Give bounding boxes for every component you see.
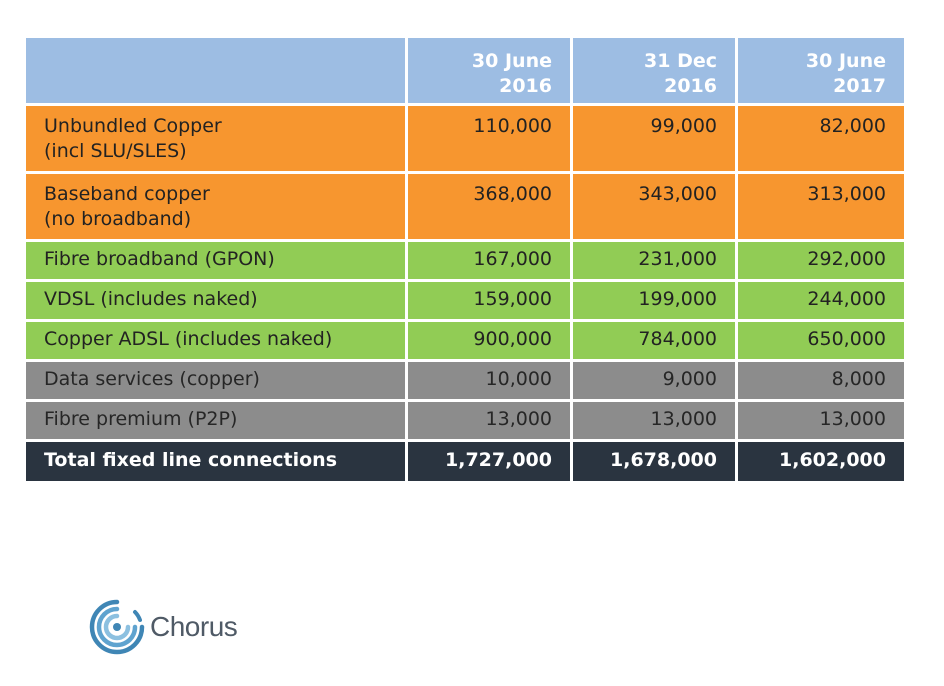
table-row: Baseband copper (no broadband) 368,000 3…: [26, 174, 904, 239]
total-cell: 1,678,000: [573, 442, 735, 481]
table-cell: 82,000: [738, 106, 904, 171]
column-header-2: 31 Dec 2016: [573, 38, 735, 103]
table-cell: 9,000: [573, 362, 735, 399]
table-cell: 199,000: [573, 282, 735, 319]
table-cell: 343,000: [573, 174, 735, 239]
column-header-3-line2: 2017: [833, 75, 886, 97]
column-header-3-line1: 30 June: [805, 50, 886, 72]
column-header-1-line2: 2016: [499, 75, 552, 97]
table-cell: 10,000: [408, 362, 570, 399]
table-cell: 784,000: [573, 322, 735, 359]
row-label: VDSL (includes naked): [26, 282, 405, 319]
table-cell: 167,000: [408, 242, 570, 279]
table-cell: 99,000: [573, 106, 735, 171]
table-row: Copper ADSL (includes naked) 900,000 784…: [26, 322, 904, 359]
table-cell: 650,000: [738, 322, 904, 359]
table-cell: 900,000: [408, 322, 570, 359]
table-cell: 368,000: [408, 174, 570, 239]
table-cell: 313,000: [738, 174, 904, 239]
table-cell: 231,000: [573, 242, 735, 279]
total-cell: 1,602,000: [738, 442, 904, 481]
header-blank-cell: [26, 38, 405, 103]
connections-table: 30 June 2016 31 Dec 2016 30 June 2017 Un…: [26, 38, 904, 484]
table-row: VDSL (includes naked) 159,000 199,000 24…: [26, 282, 904, 319]
total-label: Total fixed line connections: [26, 442, 405, 481]
chorus-logo: Chorus: [88, 597, 238, 657]
row-label: Fibre broadband (GPON): [26, 242, 405, 279]
row-label-line2: (no broadband): [44, 208, 192, 230]
table-cell: 13,000: [738, 402, 904, 439]
row-label: Fibre premium (P2P): [26, 402, 405, 439]
logo-text: Chorus: [150, 611, 238, 642]
row-label: Copper ADSL (includes naked): [26, 322, 405, 359]
column-header-3: 30 June 2017: [738, 38, 904, 103]
column-header-1-line1: 30 June: [471, 50, 552, 72]
table-cell: 244,000: [738, 282, 904, 319]
table-cell: 13,000: [573, 402, 735, 439]
table-cell: 110,000: [408, 106, 570, 171]
table-header-row: 30 June 2016 31 Dec 2016 30 June 2017: [26, 38, 904, 103]
row-label: Unbundled Copper (incl SLU/SLES): [26, 106, 405, 171]
table-cell: 292,000: [738, 242, 904, 279]
table-row: Unbundled Copper (incl SLU/SLES) 110,000…: [26, 106, 904, 171]
table-row: Data services (copper) 10,000 9,000 8,00…: [26, 362, 904, 399]
row-label-line2: (incl SLU/SLES): [44, 140, 187, 162]
table-row: Fibre premium (P2P) 13,000 13,000 13,000: [26, 402, 904, 439]
table-row: Fibre broadband (GPON) 167,000 231,000 2…: [26, 242, 904, 279]
table-cell: 8,000: [738, 362, 904, 399]
column-header-2-line2: 2016: [664, 75, 717, 97]
row-label-line1: Baseband copper: [44, 183, 210, 205]
total-row: Total fixed line connections 1,727,000 1…: [26, 442, 904, 481]
total-cell: 1,727,000: [408, 442, 570, 481]
table-cell: 159,000: [408, 282, 570, 319]
table-cell: 13,000: [408, 402, 570, 439]
row-label-line1: Unbundled Copper: [44, 115, 222, 137]
column-header-2-line1: 31 Dec: [644, 50, 717, 72]
chorus-logo-icon: [89, 599, 145, 655]
column-header-1: 30 June 2016: [408, 38, 570, 103]
row-label: Data services (copper): [26, 362, 405, 399]
row-label: Baseband copper (no broadband): [26, 174, 405, 239]
